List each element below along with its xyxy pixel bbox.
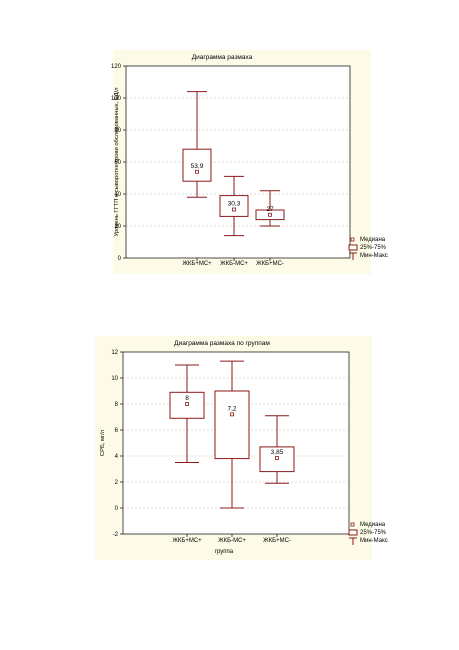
chart-crp-y-tick-label: -2 bbox=[113, 532, 119, 538]
legend-median-icon bbox=[350, 522, 355, 527]
median-marker bbox=[232, 207, 236, 212]
chart-ggtp-box-3: 27 bbox=[255, 190, 285, 227]
chart-crp-title: Диаграмма размаха по группам bbox=[174, 340, 270, 347]
chart-ggtp-title: Диаграмма размаха bbox=[192, 54, 253, 61]
chart-ggtp: Диаграмма размаха 0 20 40 60 80 100 120 Уровен… bbox=[111, 50, 388, 274]
legend-box-icon bbox=[348, 244, 358, 251]
chart-ggtp-y-tick-label: 120 bbox=[111, 64, 122, 70]
chart-crp-y-ticks: -2 0 2 4 6 8 10 12 bbox=[111, 350, 123, 538]
chart-ggtp-x-ticks: ЖКБ+МС+ ЖКБ-МС+ ЖКБ+МС- bbox=[182, 258, 284, 267]
chart-crp-legend-label: 25%-75% bbox=[360, 530, 387, 536]
iqr-box bbox=[214, 390, 250, 460]
chart-ggtp-box-1: 53,9 bbox=[182, 91, 212, 198]
chart-ggtp-y-axis-label: Уровень ГГТП в сыворотке крови обследова… bbox=[114, 87, 120, 236]
chart-ggtp-y-ticks: 0 20 40 60 80 100 120 bbox=[111, 64, 126, 262]
chart-crp-y-tick-label: 12 bbox=[111, 350, 118, 356]
chart-crp-y-tick-label: 0 bbox=[115, 506, 119, 512]
chart-crp-y-axis-label: СРБ, мг/л bbox=[100, 430, 106, 456]
iqr-box bbox=[182, 148, 212, 182]
median-label: 53,9 bbox=[191, 163, 204, 170]
chart-ggtp-x-tick-label: ЖКБ+МС- bbox=[256, 261, 284, 267]
chart-ggtp-legend-label: 25%-75% bbox=[360, 245, 387, 251]
median-marker bbox=[268, 212, 272, 217]
chart-crp-y-tick-label: 6 bbox=[115, 428, 119, 434]
chart-crp-legend-label: Мин-Макс bbox=[360, 538, 388, 544]
chart-ggtp-gridlines bbox=[126, 97, 350, 227]
chart-crp-boxes: 8 7,2 3,85 bbox=[169, 360, 295, 509]
chart-ggtp-y-tick-label: 0 bbox=[118, 256, 122, 262]
median-marker bbox=[275, 456, 279, 460]
chart-ggtp-legend: Медиана 25%-75% Мин-Макс bbox=[348, 237, 388, 260]
chart-crp-y-tick-label: 10 bbox=[111, 376, 118, 382]
median-label: 30,3 bbox=[228, 201, 241, 208]
median-marker bbox=[185, 402, 189, 406]
chart-crp-box-1: 8 bbox=[169, 364, 205, 463]
median-label: 8 bbox=[185, 395, 189, 402]
chart-crp-x-tick-label: ЖКБ+МС+ bbox=[172, 538, 202, 544]
chart-ggtp-y-tick-label: 20 bbox=[114, 224, 121, 230]
chart-crp-x-ticks: ЖКБ+МС+ ЖКБ-МС+ ЖКБ+МС- bbox=[172, 534, 291, 544]
chart-ggtp-y-tick-label: 60 bbox=[114, 160, 121, 166]
chart-crp-x-axis-label: группа bbox=[215, 549, 234, 555]
chart-ggtp-x-tick-label: ЖКБ+МС+ bbox=[182, 261, 212, 267]
chart-ggtp-y-tick-label: 100 bbox=[111, 96, 122, 102]
chart-ggtp-legend-label: Мин-Макс bbox=[360, 253, 388, 259]
chart-crp: Диаграмма размаха по группам -2 0 2 4 6 8 10 12… bbox=[95, 336, 388, 560]
median-marker bbox=[230, 412, 234, 417]
legend-median-icon bbox=[350, 237, 355, 242]
iqr-box bbox=[219, 195, 249, 217]
chart-ggtp-boxes: 53,9 30,3 27 bbox=[182, 91, 285, 237]
chart-crp-y-tick-label: 4 bbox=[115, 454, 119, 460]
chart-crp-y-tick-label: 2 bbox=[115, 480, 119, 486]
chart-crp-legend: Медиана 25%-75% Мин-Макс bbox=[348, 522, 388, 545]
legend-box-icon bbox=[348, 529, 358, 536]
chart-crp-x-tick-label: ЖКБ-МС+ bbox=[218, 538, 246, 544]
chart-ggtp-legend-label: Медиана bbox=[360, 237, 386, 243]
median-marker bbox=[195, 169, 199, 174]
chart-crp-box-2: 7,2 bbox=[214, 360, 250, 509]
chart-crp-box-3: 3,85 bbox=[259, 415, 295, 484]
chart-crp-y-tick-label: 8 bbox=[115, 402, 119, 408]
chart-crp-x-tick-label: ЖКБ+МС- bbox=[263, 538, 291, 544]
chart-ggtp-x-tick-label: ЖКБ-МС+ bbox=[220, 261, 248, 267]
chart-ggtp-y-tick-label: 40 bbox=[114, 192, 121, 198]
median-label: 3,85 bbox=[271, 449, 284, 456]
median-label: 27 bbox=[266, 206, 274, 213]
chart-ggtp-box-2: 30,3 bbox=[219, 175, 249, 237]
median-label: 7,2 bbox=[227, 405, 236, 412]
chart-crp-legend-label: Медиана bbox=[360, 522, 386, 528]
chart-ggtp-y-tick-label: 80 bbox=[114, 128, 121, 134]
